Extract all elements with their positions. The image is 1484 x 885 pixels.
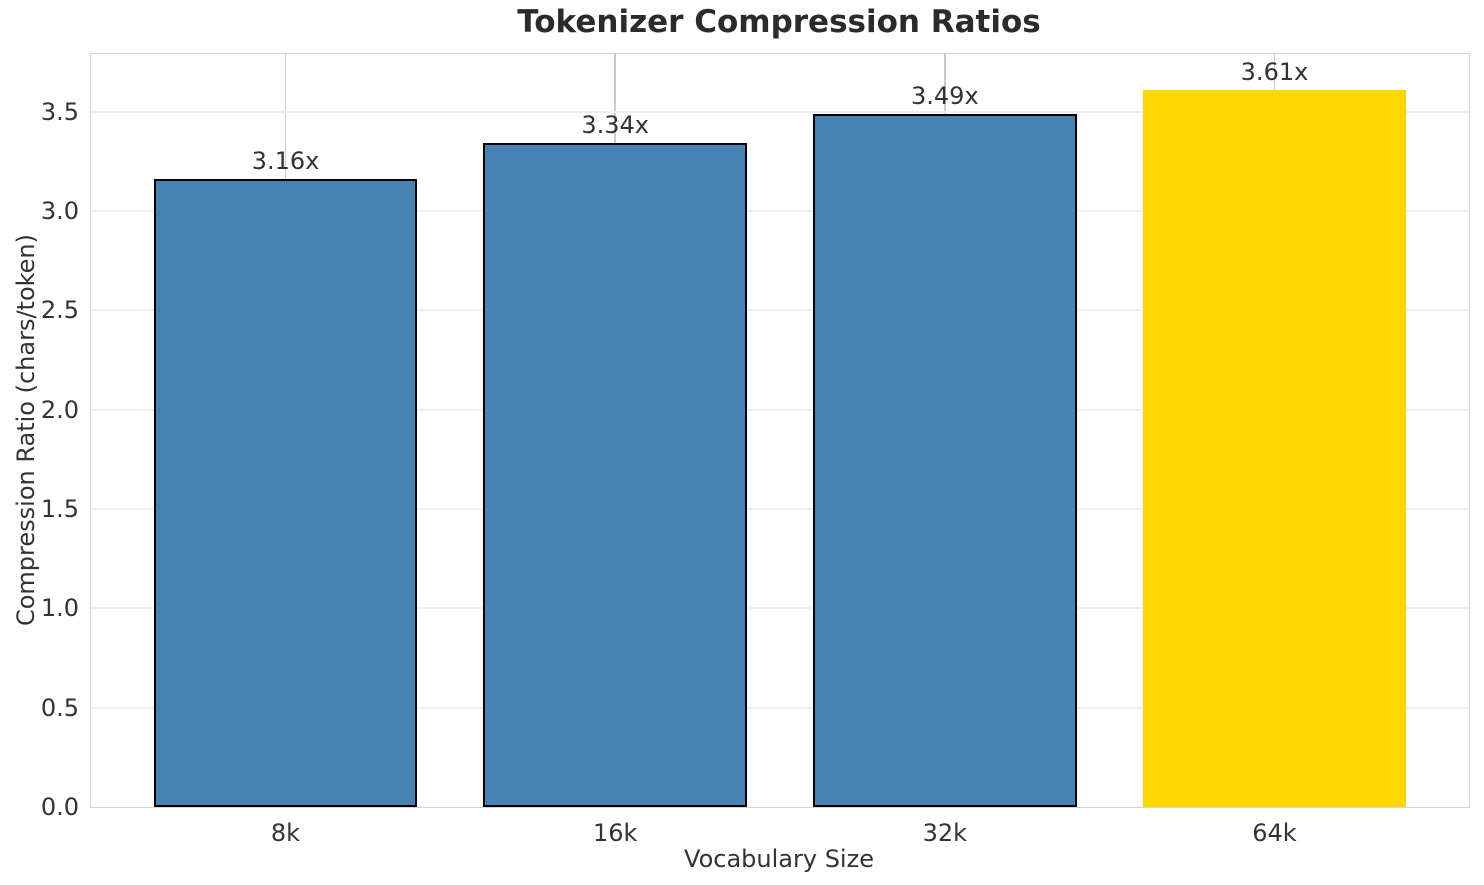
y-tick-label: 1.5 [40, 494, 79, 523]
bar-value-label: 3.49x [911, 81, 979, 110]
plot-area: 0.0 0.5 1.0 1.5 2.0 2.5 3.0 3.5 3.16x 8k 3.34x 16k 3… [41, 53, 1470, 847]
bar [812, 113, 1077, 807]
bar-value-label: 3.61x [1240, 57, 1309, 86]
y-gridline [91, 706, 1469, 709]
y-tick-label: 0.0 [40, 793, 79, 821]
y-gridline [91, 110, 1469, 113]
x-axis-label: Vocabulary Size [684, 845, 874, 873]
y-gridline [91, 209, 1469, 212]
y-gridline [91, 607, 1469, 610]
y-tick-label: 0.5 [40, 693, 79, 722]
bar-value-label: 3.16x [251, 147, 320, 176]
x-tick-label: 32k [922, 819, 968, 847]
x-tick-label: 16k [592, 819, 638, 847]
y-gridline [91, 309, 1469, 312]
y-gridline [91, 507, 1469, 510]
bar [483, 143, 748, 807]
y-tick-label: 3.5 [40, 97, 79, 126]
y-tick-label: 3.0 [40, 196, 79, 225]
x-tick-label: 8k [270, 819, 301, 847]
bar [1142, 89, 1407, 807]
y-axis-label: Compression Ratio (chars/token) [12, 233, 40, 627]
y-tick-label: 2.5 [40, 296, 79, 325]
y-tick-label: 1.0 [40, 594, 79, 623]
y-gridline [91, 408, 1469, 411]
x-tick-label: 64k [1252, 819, 1297, 847]
chart-title: Tokenizer Compression Ratios [517, 4, 1041, 40]
bar [153, 179, 418, 807]
y-tick-label: 2.0 [40, 395, 79, 424]
bar-value-label: 3.34x [581, 111, 649, 140]
